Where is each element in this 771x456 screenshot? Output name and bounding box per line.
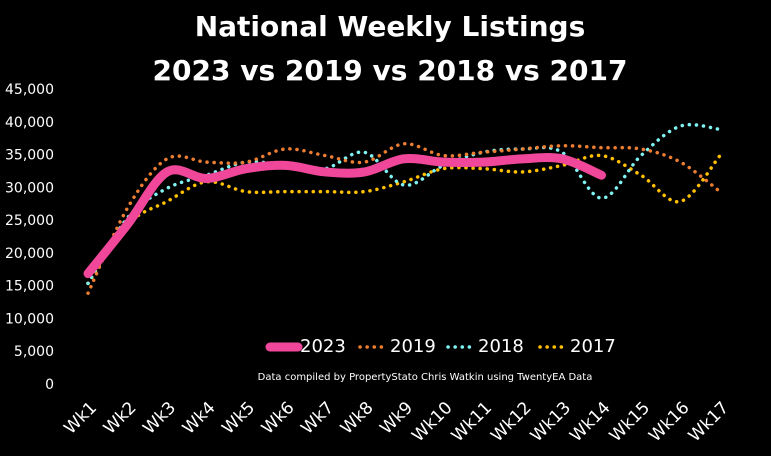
y-tick-label: 5,000 [14,344,54,360]
x-tick-label: Wk12 [487,398,535,446]
x-tick-label: Wk10 [408,398,456,446]
x-tick-label: Wk15 [606,398,654,446]
x-tick-label: Wk16 [645,398,693,446]
y-tick-label: 40,000 [5,115,54,131]
series-line [83,152,606,279]
series-line [86,153,722,286]
x-tick-label: Wk1 [60,398,101,439]
legend-label: 2019 [390,336,436,357]
x-tick-label: Wk5 [218,398,259,439]
series-line [86,122,722,286]
legend-label: 2023 [300,336,346,357]
x-tick-label: Wk14 [566,398,614,446]
annotation: Data compiled by PropertyStato Chris Wat… [258,372,593,383]
x-tick-label: Wk7 [297,398,338,439]
x-tick-label: Wk11 [448,398,496,446]
legend-label: 2018 [478,336,524,357]
y-tick-label: 45,000 [5,82,54,98]
y-tick-label: 20,000 [5,246,54,262]
x-tick-label: Wk8 [337,398,378,439]
y-tick-label: 35,000 [5,148,54,164]
y-tick-label: 0 [45,377,54,393]
x-tick-label: Wk13 [527,398,575,446]
y-tick-label: 15,000 [5,279,54,295]
chart-subtitle: 2023 vs 2019 vs 2018 vs 2017 [153,54,628,87]
x-tick-label: Wk17 [685,398,733,446]
y-tick-label: 30,000 [5,180,54,196]
x-tick-label: Wk2 [100,398,141,439]
y-tick-label: 25,000 [5,213,54,229]
legend-label: 2017 [570,336,616,357]
chart-title: National Weekly Listings [195,10,586,43]
y-tick-label: 10,000 [5,311,54,327]
x-tick-label: Wk6 [258,398,299,439]
x-tick-label: Wk3 [139,398,180,439]
x-tick-label: Wk4 [179,398,220,439]
